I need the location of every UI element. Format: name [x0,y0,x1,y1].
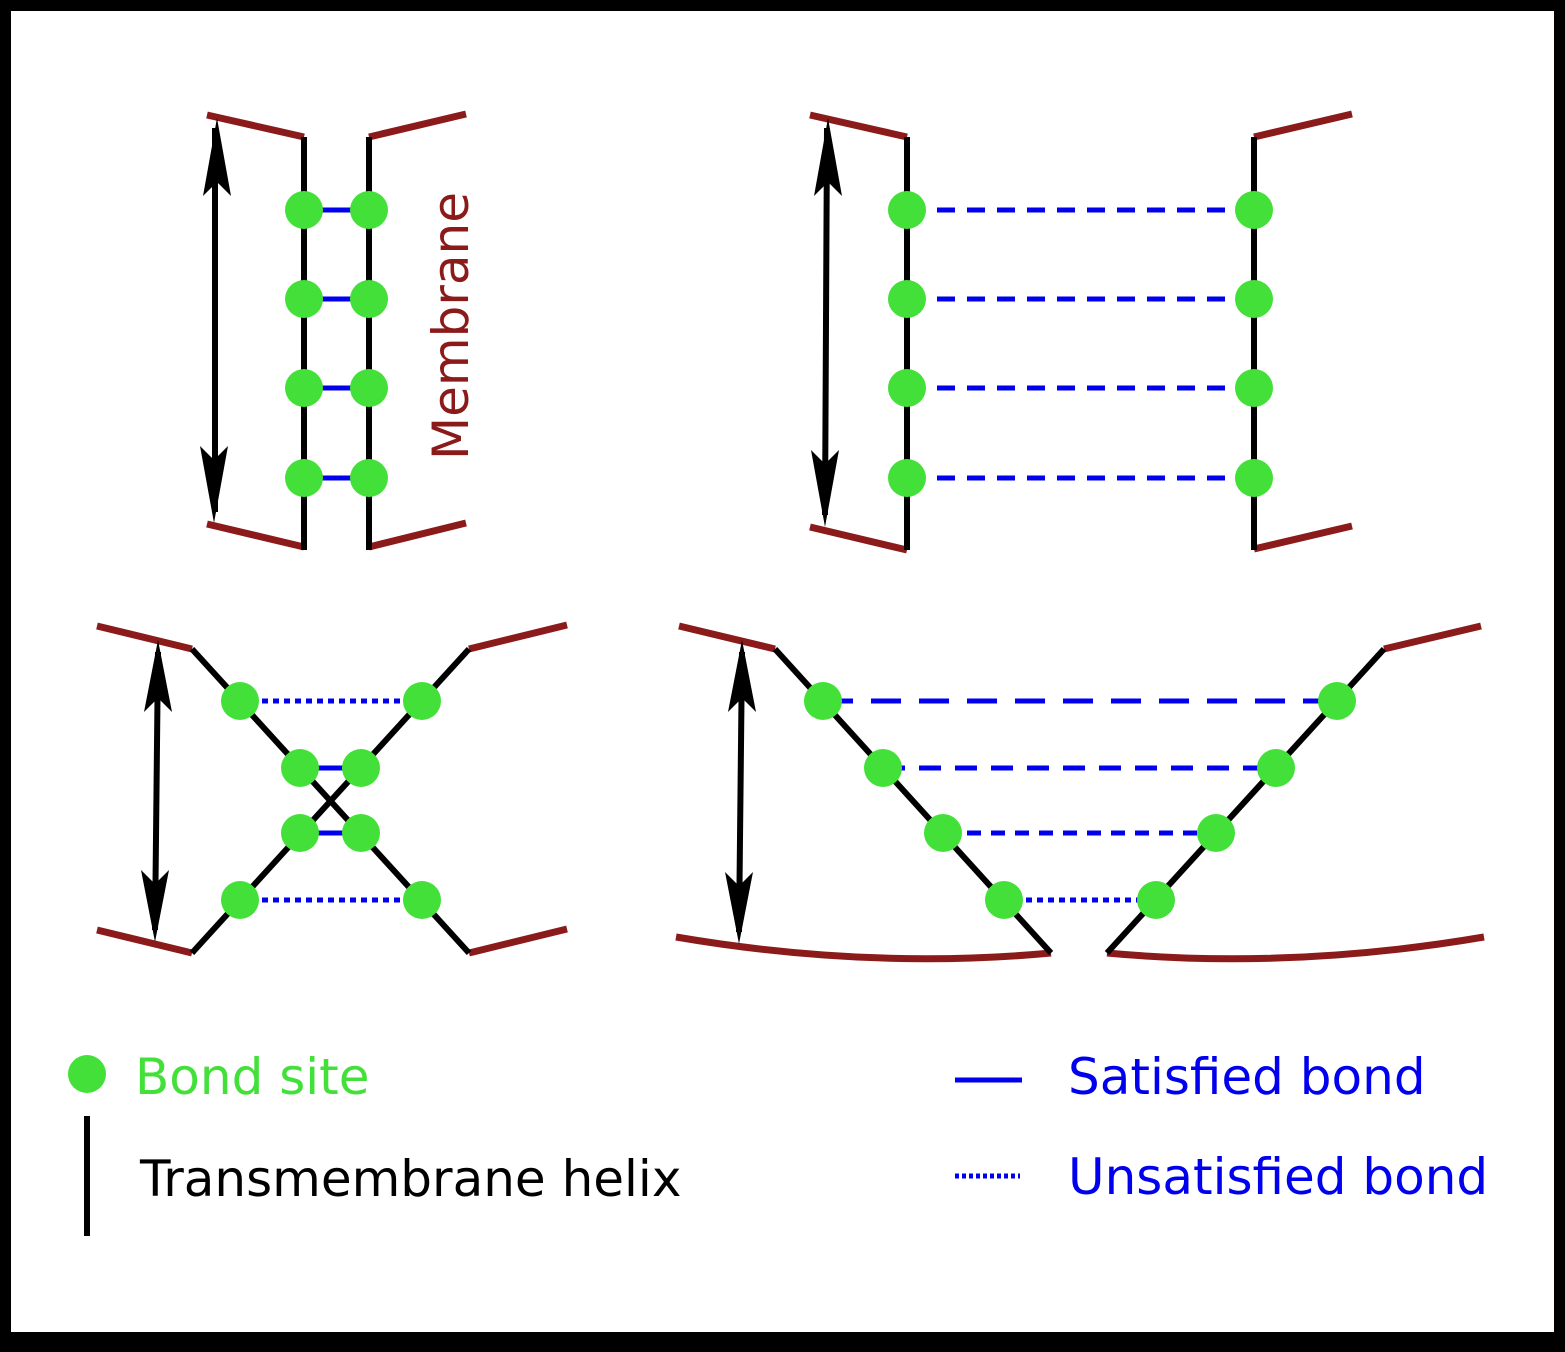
membrane-line [1383,622,1482,653]
bond-site [888,191,926,229]
bond-site [285,459,323,497]
figure-frame [3,3,1562,1340]
arrowhead-up [144,640,172,712]
legend-satisfied-label: Satisfied bond [1068,1048,1426,1106]
panel-d [675,622,1485,963]
bond-site [285,369,323,407]
bond-site [350,191,388,229]
bond-site [221,682,259,720]
membrane-line [206,111,305,141]
membrane-line [368,110,467,141]
bond-site [281,749,319,787]
bond-site [1318,682,1356,720]
bond-site [1235,280,1273,318]
bond-site [403,881,441,919]
legend-unsatisfied-label: Unsatisfied bond [1068,1148,1488,1206]
bond-site [1137,881,1175,919]
bond-site [403,682,441,720]
arrowhead-down [811,450,839,527]
thickness-arrow [736,651,745,933]
arrowhead-up [814,118,842,196]
bond-site [888,280,926,318]
membrane-line [468,925,568,957]
bond-site [342,814,380,852]
arrowhead-down [725,872,753,944]
legend-bond-site-label: Bond site [135,1048,370,1106]
bond-site [888,459,926,497]
membrane-line [468,621,568,653]
membrane-line [96,622,193,653]
arrowhead-up [728,640,756,712]
membrane-curve [675,933,1052,963]
panel-a: Membrane [200,110,480,551]
membrane-curve [1106,933,1485,963]
bond-site [342,749,380,787]
bond-site [350,280,388,318]
panel-b [809,110,1353,554]
panel-c [96,621,568,957]
membrane-line [1253,110,1353,141]
arrowhead-down [200,446,228,523]
bond-site [1235,459,1273,497]
bond-site [281,814,319,852]
legend: Bond site Transmembrane helix Satisfied … [68,1048,1488,1236]
membrane-line [678,622,776,653]
bond-site [221,881,259,919]
bond-site [888,369,926,407]
legend-helix-label: Transmembrane helix [139,1150,681,1208]
bond-site [864,749,902,787]
bond-site [1235,369,1273,407]
membrane-line [1253,522,1353,553]
legend-bond-site-icon [68,1055,106,1093]
membrane-label: Membrane [422,192,480,460]
bond-site [924,814,962,852]
bond-site [350,369,388,407]
bond-site [804,682,842,720]
bond-site [985,881,1023,919]
bond-site [1257,749,1295,787]
membrane-line [368,519,467,551]
bond-site [1235,191,1273,229]
bond-site [285,191,323,229]
membrane-line [206,520,305,551]
arrowhead-down [141,870,169,942]
membrane-line [809,111,908,141]
membrane-line [809,523,908,554]
bond-site [350,459,388,497]
thickness-arrow [822,127,830,516]
bond-site [1197,814,1235,852]
bond-site [285,280,323,318]
membrane-line [96,926,193,957]
arrowhead-up [203,118,231,196]
